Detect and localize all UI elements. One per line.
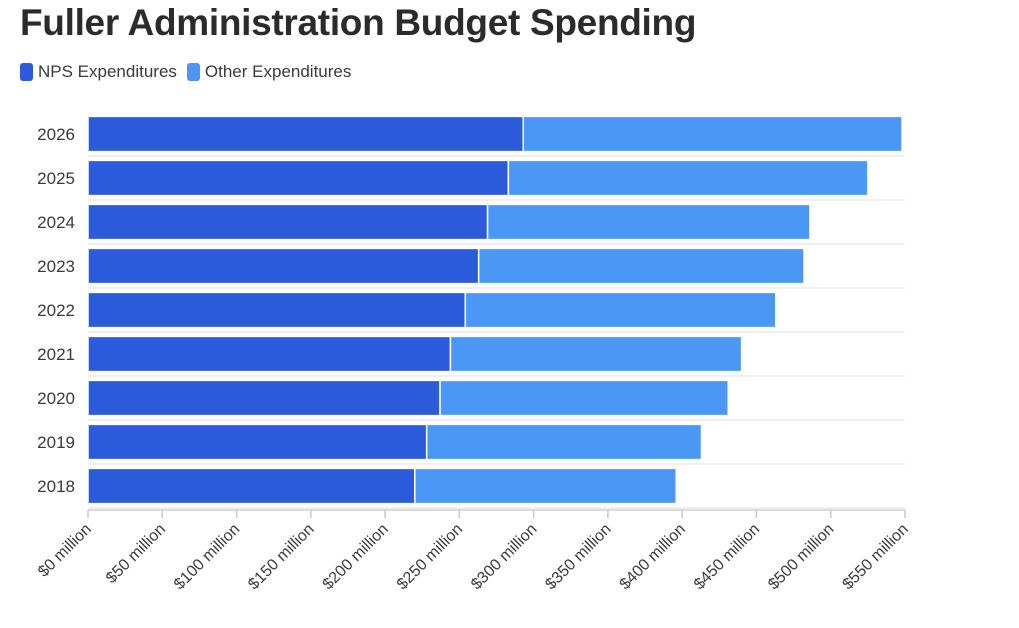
y-tick-label-2018: 2018 [37, 477, 75, 496]
legend-swatch-nps [20, 63, 33, 81]
bar-other-2025 [507, 159, 869, 197]
bar-nps-2018 [87, 467, 416, 505]
bar-nps-2019 [87, 423, 428, 461]
legend-label-other: Other Expenditures [204, 62, 352, 81]
y-tick-label-2023: 2023 [37, 257, 75, 276]
bar-other-2021 [449, 335, 743, 373]
legend-label-nps: NPS Expenditures [38, 62, 177, 81]
bar-other-2026 [522, 115, 903, 153]
y-tick-label-2020: 2020 [37, 389, 75, 408]
legend: NPS Expenditures Other Expenditures [20, 62, 351, 82]
x-tick-label: $350 million [542, 521, 614, 593]
x-tick-label: $250 million [394, 521, 466, 593]
x-tick-label: $150 million [245, 521, 317, 593]
bar-nps-2022 [87, 291, 467, 329]
x-tick-label: $450 million [691, 521, 763, 593]
x-tick-label: $300 million [468, 521, 540, 593]
x-tick-label: $400 million [617, 521, 689, 593]
chart-title: Fuller Administration Budget Spending [20, 2, 697, 43]
bar-nps-2025 [87, 159, 510, 197]
y-tick-label-2026: 2026 [37, 125, 75, 144]
bar-other-2024 [486, 203, 811, 241]
bar-nps-2021 [87, 335, 452, 373]
bar-nps-2024 [87, 203, 489, 241]
bar-other-2020 [439, 379, 729, 417]
bar-nps-2020 [87, 379, 441, 417]
x-tick-label: $50 million [103, 521, 169, 587]
legend-item-other: Other Expenditures [186, 62, 352, 82]
bar-other-2019 [425, 423, 703, 461]
x-tick-label: $500 million [765, 521, 837, 593]
bar-other-2018 [414, 467, 677, 505]
x-tick-label: $550 million [839, 521, 911, 593]
bar-nps-2023 [87, 247, 480, 285]
y-tick-label-2021: 2021 [37, 345, 75, 364]
y-tick-label-2024: 2024 [37, 213, 75, 232]
bar-other-2022 [464, 291, 777, 329]
y-tick-label-2022: 2022 [37, 301, 75, 320]
legend-item-nps: NPS Expenditures [20, 62, 177, 82]
legend-swatch-other [186, 63, 200, 81]
y-tick-label-2019: 2019 [37, 433, 75, 452]
x-tick-label: $100 million [171, 521, 243, 593]
x-tick-label: $0 million [35, 521, 95, 581]
x-tick-label: $200 million [320, 521, 392, 593]
bar-nps-2026 [87, 115, 524, 153]
bar-other-2023 [477, 247, 805, 285]
y-tick-label-2025: 2025 [37, 169, 75, 188]
